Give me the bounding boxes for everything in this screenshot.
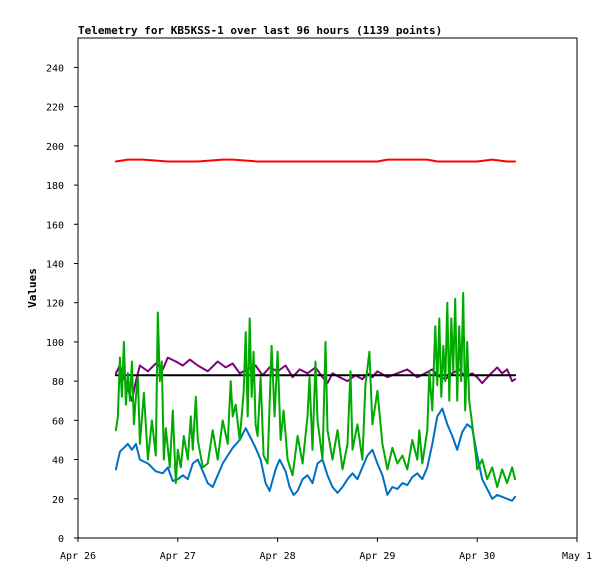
series-line-3 <box>114 407 517 502</box>
y-tick-label: 240 <box>46 63 64 74</box>
series-layer <box>114 158 517 502</box>
x-tick-label: Apr 30 <box>459 551 495 562</box>
y-tick-label: 40 <box>52 456 64 467</box>
x-tick-label: Apr 26 <box>60 551 96 562</box>
x-tick-label: Apr 29 <box>359 551 395 562</box>
chart-title: Telemetry for KB5KSS-1 over last 96 hour… <box>78 24 442 37</box>
plot-area-frame <box>77 37 578 539</box>
x-tick-label: Apr 28 <box>260 551 296 562</box>
y-tick-label: 20 <box>52 495 64 506</box>
x-tick-label: Apr 27 <box>160 551 196 562</box>
y-tick-label: 220 <box>46 103 64 114</box>
y-tick-label: 140 <box>46 259 64 270</box>
y-tick-label: 100 <box>46 338 64 349</box>
y-tick-label: 200 <box>46 142 64 153</box>
y-tick-label: 0 <box>58 534 64 545</box>
y-tick-label: 60 <box>52 416 64 427</box>
series-line-4 <box>114 291 517 488</box>
y-tick-label: 120 <box>46 299 64 310</box>
y-axis: 0 20 40 60 80 100 120 140 160 180 200 220 240 <box>46 63 78 545</box>
y-tick-label: 180 <box>46 181 64 192</box>
x-tick-label: May 1 <box>562 551 592 562</box>
y-tick-label: 80 <box>52 377 64 388</box>
series-line-0 <box>114 158 517 163</box>
x-axis: Apr 26 Apr 27 Apr 28 Apr 29 Apr 30 May 1 <box>60 538 592 562</box>
y-axis-label: Values <box>26 268 39 308</box>
y-tick-label: 160 <box>46 220 64 231</box>
